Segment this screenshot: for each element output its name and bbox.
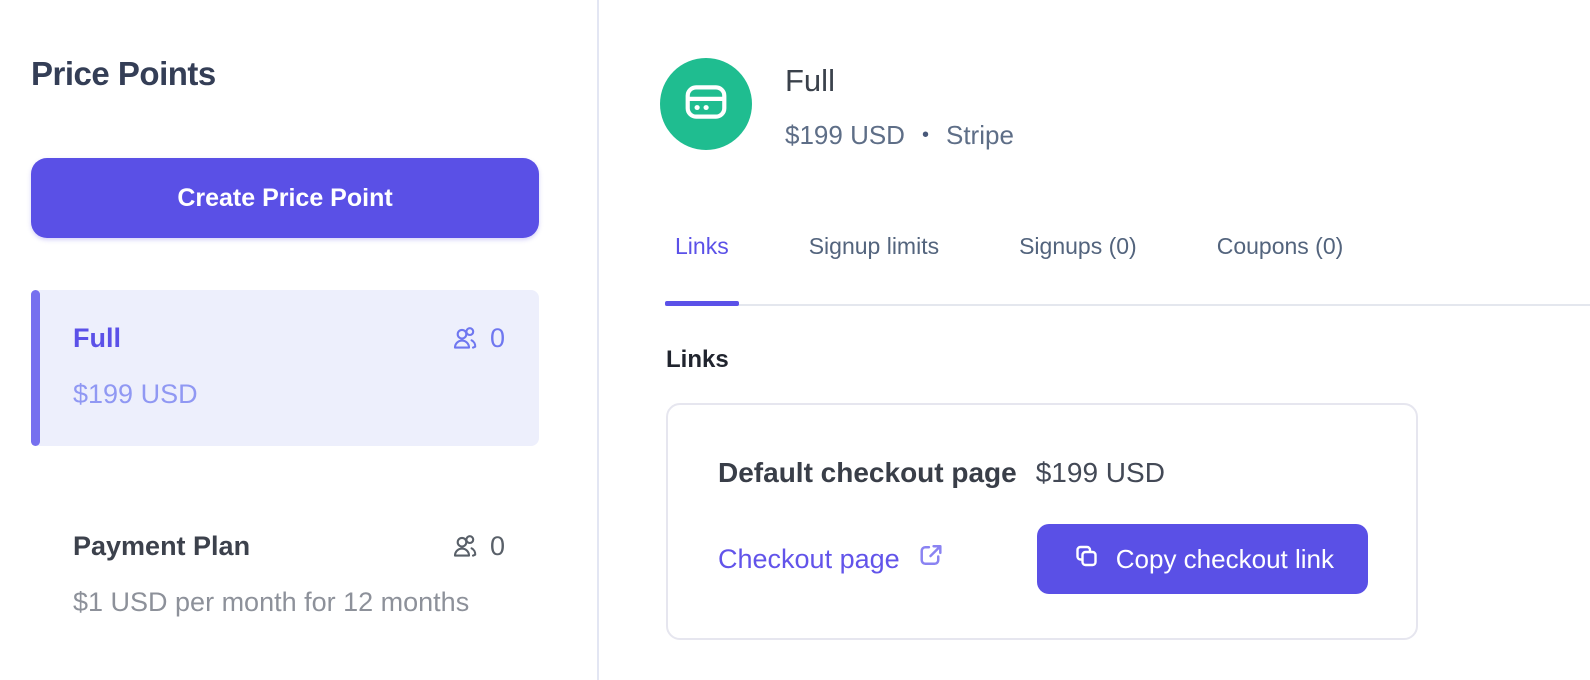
price-point-avatar: [660, 58, 752, 150]
users-icon: [451, 533, 479, 561]
credit-card-icon: [683, 79, 729, 130]
detail-tabs: Links Signup limits Signups (0) Coupons …: [665, 233, 1590, 306]
links-section-heading: Links: [666, 346, 729, 373]
price-point-item-payment-plan[interactable]: Payment Plan 0 $1 USD per month for 12 m…: [31, 498, 539, 654]
checkout-page-name: Default checkout page: [718, 457, 1017, 488]
payment-gateway: Stripe: [945, 120, 1014, 150]
tab-signup-limits[interactable]: Signup limits: [808, 233, 940, 259]
checkout-links-card: Default checkout page $199 USD Checkout …: [666, 403, 1418, 640]
price-point-name: Full: [73, 323, 121, 353]
tab-coupons[interactable]: Coupons (0): [1216, 233, 1344, 259]
tab-signups[interactable]: Signups (0): [1019, 233, 1137, 259]
external-link-icon: [915, 540, 946, 578]
copy-icon: [1071, 541, 1101, 578]
checkout-page-row: Default checkout page $199 USD: [718, 457, 1368, 489]
detail-header-text: Full $199 USD • Stripe: [785, 58, 1014, 151]
signup-count-value: 0: [489, 323, 505, 353]
price-points-sidebar: Price Points Create Price Point Full 0 $…: [0, 0, 599, 680]
checkout-page-price: $199 USD: [1035, 457, 1165, 488]
detail-title: Full: [785, 63, 835, 98]
signup-count: 0: [451, 323, 505, 354]
signup-count-value: 0: [489, 531, 505, 561]
price-point-item-full[interactable]: Full 0 $199 USD: [31, 290, 539, 446]
users-icon: [451, 325, 479, 353]
separator-dot: •: [921, 124, 929, 146]
checkout-link-label: Checkout page: [718, 543, 900, 574]
price-point-detail-panel: Full $199 USD • Stripe Links Signup limi…: [601, 0, 1590, 680]
copy-checkout-link-button[interactable]: Copy checkout link: [1036, 524, 1368, 594]
detail-price: $199 USD: [785, 120, 905, 150]
tab-links[interactable]: Links: [665, 233, 739, 306]
price-point-name: Payment Plan: [73, 531, 251, 561]
copy-button-label: Copy checkout link: [1115, 543, 1334, 574]
signup-count: 0: [451, 531, 505, 562]
create-price-point-button[interactable]: Create Price Point: [31, 158, 539, 238]
detail-header: Full $199 USD • Stripe: [660, 58, 1590, 151]
sidebar-title: Price Points: [31, 55, 216, 92]
checkout-page-link[interactable]: Checkout page: [718, 540, 946, 578]
price-point-price: $199 USD: [73, 379, 198, 409]
detail-subtitle: $199 USD • Stripe: [785, 120, 1014, 151]
price-point-price: $1 USD per month for 12 months: [73, 587, 470, 617]
